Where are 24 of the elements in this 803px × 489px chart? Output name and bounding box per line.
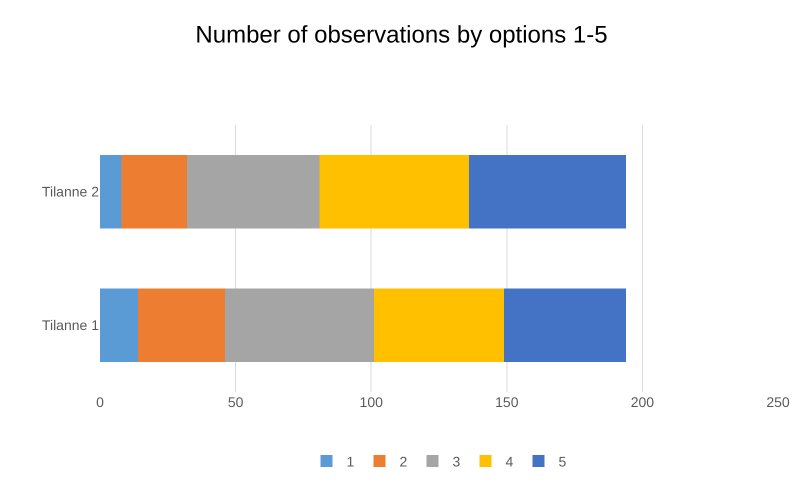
x-tick-label: 200: [630, 394, 654, 410]
bar: [122, 155, 187, 228]
y-tick-label: Tilanne 2: [42, 184, 100, 200]
bar: [374, 288, 504, 362]
bar: [100, 155, 122, 228]
legend-label: 4: [506, 453, 514, 470]
chart-title: Number of observations by options 1-5: [195, 22, 608, 49]
x-tick-label: 100: [360, 394, 384, 410]
bar: [138, 288, 225, 362]
y-tick-label: Tilanne 1: [42, 317, 100, 334]
legend-label: 3: [452, 453, 460, 470]
x-tick-label: 0: [96, 394, 104, 410]
bar: [320, 155, 469, 228]
bar: [504, 288, 626, 362]
bar: [468, 155, 626, 228]
x-tick-label: 150: [495, 394, 519, 410]
x-tick-label: 50: [228, 394, 244, 410]
bar: [186, 155, 320, 228]
bar: [224, 288, 374, 362]
legend-label: 5: [558, 453, 566, 470]
legend-label: 1: [346, 453, 354, 470]
legend-label: 2: [400, 453, 408, 470]
bar: [100, 288, 138, 362]
x-tick-label: 250: [766, 394, 790, 410]
